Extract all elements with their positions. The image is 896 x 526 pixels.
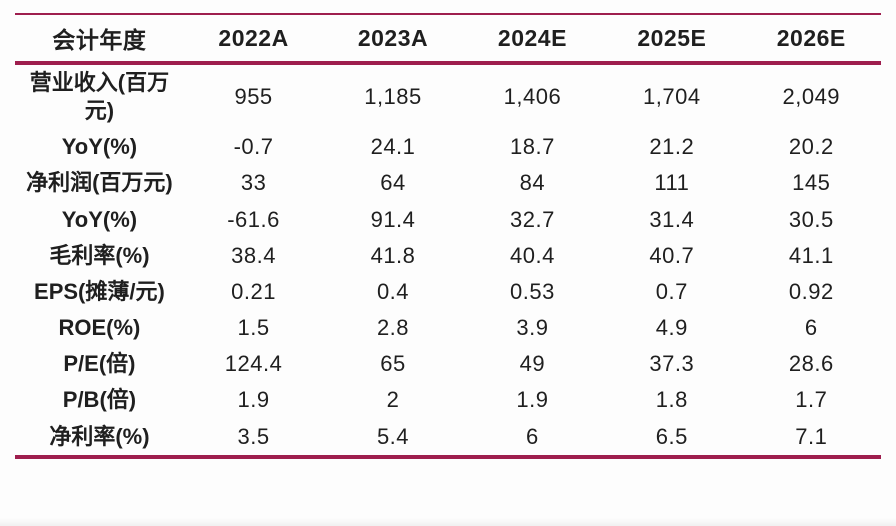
cell-value: 3.5 — [237, 423, 270, 449]
cell-value: 64 — [380, 170, 406, 196]
table-row-gross-margin: 毛利率(%) 38.4 41.8 40.4 40.7 41.1 — [15, 238, 881, 274]
cell-value: 91.4 — [370, 206, 416, 232]
cell-value: 38.4 — [231, 242, 276, 268]
table-row-net-profit-yoy: YoY(%) -61.6 91.4 32.7 31.4 30.5 — [15, 202, 881, 238]
cell-value: 2 — [386, 387, 400, 413]
header-2024e: 2024E — [497, 24, 567, 51]
cell-value: 2,049 — [782, 84, 841, 110]
table-row-revenue: 营业收入(百万元) 955 1,185 1,406 1,704 2,049 — [15, 63, 881, 129]
table-row-pe: P/E(倍) 124.4 65 49 37.3 28.6 — [15, 346, 881, 382]
cell-value: 2.8 — [376, 315, 410, 341]
header-fiscal-year: 会计年度 — [52, 27, 147, 53]
cell-value: 3.9 — [516, 315, 549, 341]
cell-value: 41.8 — [370, 242, 416, 268]
row-label-revenue: 营业收入(百万元) — [29, 70, 170, 124]
cell-value: 20.2 — [788, 134, 834, 160]
cell-value: 0.7 — [655, 278, 688, 304]
cell-value: 1.9 — [516, 387, 549, 413]
cell-value: 0.92 — [788, 278, 834, 304]
cell-value: 145 — [792, 170, 831, 196]
cell-value: 1,185 — [364, 84, 422, 110]
row-label-pe: P/E(倍) — [63, 351, 136, 377]
cell-value: 0.53 — [510, 278, 555, 304]
cell-value: 1.8 — [655, 387, 688, 413]
table-row-eps: EPS(摊薄/元) 0.21 0.4 0.53 0.7 0.92 — [15, 274, 881, 310]
row-label-net-profit-yoy: YoY(%) — [61, 206, 138, 232]
cell-value: 124.4 — [224, 351, 283, 377]
cell-value: 21.2 — [649, 134, 695, 160]
cell-value: 4.9 — [655, 315, 688, 341]
cell-value: 41.1 — [788, 242, 834, 268]
cell-value: 955 — [234, 84, 273, 110]
header-2023a: 2023A — [357, 24, 429, 51]
cell-value: 30.5 — [788, 206, 834, 232]
cell-value: 1.5 — [237, 315, 270, 341]
cell-value: 49 — [519, 351, 546, 377]
financial-forecast-table: 会计年度 2022A 2023A 2024E 2025E 2026E 营业收入(… — [15, 13, 881, 459]
cell-value: 33 — [240, 170, 267, 196]
table-row-roe: ROE(%) 1.5 2.8 3.9 4.9 6 — [15, 310, 881, 346]
cell-value: 18.7 — [510, 134, 555, 160]
row-label-net-profit: 净利润(百万元) — [26, 170, 173, 196]
row-label-pb: P/B(倍) — [62, 387, 137, 413]
cell-value: 1,406 — [503, 84, 562, 110]
cell-value: 0.21 — [231, 278, 276, 304]
table-row-net-profit: 净利润(百万元) 33 64 84 111 145 — [15, 165, 881, 201]
cell-value: 40.4 — [510, 242, 555, 268]
cell-value: 0.4 — [376, 278, 410, 304]
row-label-gross-margin: 毛利率(%) — [49, 242, 150, 268]
cell-value: 40.7 — [649, 242, 695, 268]
row-label-eps: EPS(摊薄/元) — [34, 278, 165, 304]
cell-value: 1.9 — [237, 387, 270, 413]
cell-value: 31.4 — [649, 206, 695, 232]
table-header-row: 会计年度 2022A 2023A 2024E 2025E 2026E — [15, 14, 881, 63]
cell-value: -61.6 — [227, 206, 280, 232]
cell-value: 1.7 — [795, 387, 828, 413]
table-row-pb: P/B(倍) 1.9 2 1.9 1.8 1.7 — [15, 382, 881, 418]
header-2025e: 2025E — [637, 24, 707, 51]
cell-value: 37.3 — [649, 351, 695, 377]
cell-value: 65 — [380, 351, 406, 377]
row-label-revenue-yoy: YoY(%) — [61, 134, 138, 160]
table-row-net-margin: 净利率(%) 3.5 5.4 6 6.5 7.1 — [15, 419, 881, 457]
cell-value: 6 — [526, 423, 539, 449]
cell-value: 84 — [519, 170, 546, 196]
row-label-roe: ROE(%) — [58, 315, 141, 341]
cell-value: -0.7 — [233, 134, 274, 160]
cell-value: 28.6 — [788, 351, 834, 377]
photo-edge-shadow — [0, 518, 896, 526]
cell-value: 6 — [804, 315, 818, 341]
table-row-revenue-yoy: YoY(%) -0.7 24.1 18.7 21.2 20.2 — [15, 129, 881, 165]
row-label-net-margin: 净利率(%) — [49, 423, 150, 449]
cell-value: 111 — [654, 170, 690, 196]
cell-value: 5.4 — [376, 423, 410, 449]
cell-value: 6.5 — [655, 423, 688, 449]
cell-value: 7.1 — [795, 423, 828, 449]
cell-value: 24.1 — [370, 134, 416, 160]
header-2026e: 2026E — [776, 24, 846, 51]
cell-value: 32.7 — [510, 206, 555, 232]
header-2022a: 2022A — [218, 24, 289, 51]
cell-value: 1,704 — [643, 84, 701, 110]
